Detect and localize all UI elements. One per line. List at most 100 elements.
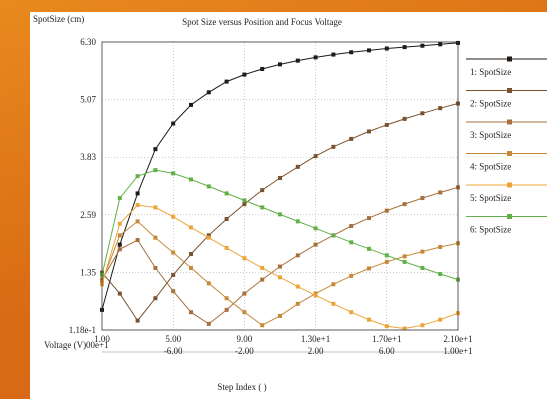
spot-size-chart: SpotSize (cm) Spot Size versus Position … (30, 12, 547, 399)
data-point (242, 291, 247, 296)
data-point (438, 190, 443, 195)
legend-label: 5: SpotSize (470, 193, 511, 203)
series-6 (100, 168, 460, 282)
data-point (189, 265, 193, 270)
data-point (402, 202, 407, 207)
data-point (117, 291, 122, 296)
data-point (117, 247, 122, 252)
data-point (117, 196, 122, 201)
data-point (117, 221, 122, 226)
data-point (135, 318, 140, 323)
data-point (384, 259, 389, 264)
data-point (171, 272, 176, 277)
y-tick-label: 1.35 (80, 267, 96, 277)
data-point (420, 196, 425, 201)
data-point (384, 122, 389, 127)
data-point (367, 216, 371, 221)
data-point (278, 176, 282, 181)
legend-label: 2: SpotSize (470, 99, 511, 109)
y-tick-label: 6.30 (80, 37, 96, 47)
data-point (367, 48, 371, 53)
data-point (331, 282, 336, 287)
data-point (260, 205, 265, 210)
data-point (438, 317, 443, 322)
x-tick-labels: 1.00 5.00 9.00 1.30e+1 1.70e+1 2.10e+1 (94, 334, 473, 344)
y-tick-label: 2.59 (80, 210, 96, 220)
data-point (313, 55, 318, 60)
data-point (153, 147, 158, 152)
legend-marker (507, 119, 512, 125)
chart-title: Spot Size versus Position and Focus Volt… (182, 17, 342, 27)
data-point (224, 296, 229, 301)
data-point (402, 259, 407, 264)
data-point (260, 277, 265, 282)
series-5 (100, 203, 460, 331)
data-point (242, 256, 247, 261)
data-point (171, 289, 176, 294)
data-point (224, 79, 229, 84)
secondary-x-tick-label: 2.00 (308, 346, 324, 356)
data-point (367, 246, 371, 251)
secondary-x-label: Voltage (V) (44, 340, 86, 350)
data-point (295, 253, 300, 258)
data-point (420, 249, 425, 254)
data-point (206, 235, 211, 240)
legend-label: 1: SpotSize (470, 67, 511, 77)
legend-label: 4: SpotSize (470, 162, 511, 172)
data-point (438, 244, 443, 249)
legend-marker (507, 214, 512, 219)
y-tick-label: 1.18e-1 (69, 325, 96, 335)
data-point (278, 313, 282, 318)
data-point (295, 164, 300, 169)
data-point (384, 324, 389, 329)
data-point (189, 225, 193, 230)
legend-marker (507, 88, 512, 93)
data-point (349, 50, 354, 55)
data-point (278, 264, 282, 269)
legend-marker (507, 56, 512, 62)
data-point (117, 242, 122, 247)
data-point (117, 233, 122, 238)
data-point (438, 42, 443, 47)
data-point (384, 46, 389, 51)
data-point (367, 129, 371, 134)
data-point (171, 214, 176, 219)
data-point (313, 293, 318, 298)
data-point (349, 136, 354, 141)
data-point (420, 265, 425, 270)
legend-marker (507, 182, 512, 188)
y-axis-title: SpotSize (cm) (33, 14, 84, 24)
y-tick-label: 3.83 (80, 152, 96, 162)
data-point (171, 171, 176, 176)
data-point (402, 254, 407, 259)
data-point (349, 273, 354, 278)
x-axis-title: Step Index ( ) (217, 382, 266, 392)
data-point (135, 219, 140, 224)
data-point (206, 90, 211, 95)
data-point (260, 188, 265, 193)
data-point (206, 233, 211, 238)
x-tick-label: 1.70e+1 (372, 334, 401, 344)
data-point (206, 281, 211, 286)
data-point (189, 251, 193, 256)
data-point (367, 317, 371, 322)
data-point (224, 191, 229, 196)
x-tick-label: 1.30e+1 (301, 334, 330, 344)
legend-label: 6: SpotSize (470, 225, 511, 235)
data-point (135, 237, 140, 242)
data-point (242, 202, 247, 207)
data-point (153, 296, 158, 301)
x-tick-label: 5.00 (165, 334, 181, 344)
data-point (331, 233, 336, 238)
data-point (224, 217, 229, 222)
data-point (295, 301, 300, 306)
data-point (438, 272, 443, 277)
data-point (402, 116, 407, 121)
data-point (189, 177, 193, 182)
data-point (278, 212, 282, 217)
data-point (331, 52, 336, 57)
data-point (278, 275, 282, 280)
data-point (313, 226, 318, 231)
data-point (135, 203, 140, 208)
data-point (349, 240, 354, 245)
